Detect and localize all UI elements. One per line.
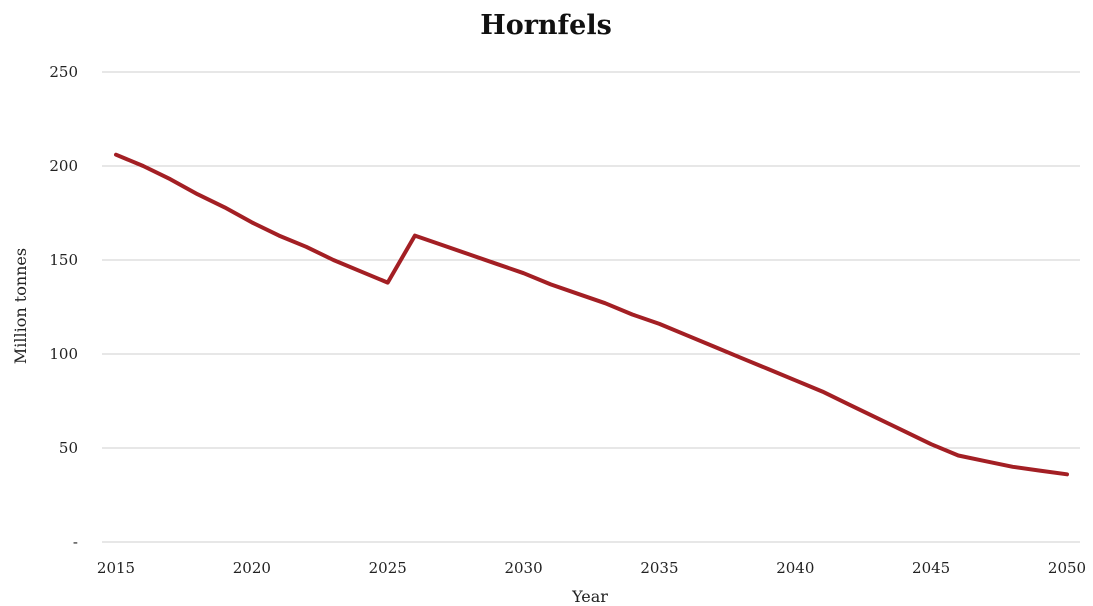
chart-title: Hornfels — [480, 10, 612, 41]
grid — [102, 71, 1080, 543]
x-tick-label: 2050 — [1048, 559, 1086, 577]
y-tick-label: 200 — [49, 157, 78, 175]
y-tick-label: 150 — [49, 251, 78, 269]
x-axis-title: Year — [571, 587, 608, 606]
x-tick-label: 2045 — [912, 559, 950, 577]
x-tick-label: 2030 — [504, 559, 542, 577]
y-axis-title: Million tonnes — [11, 248, 30, 364]
x-tick-label: 2015 — [97, 559, 135, 577]
series-line — [114, 152, 1069, 477]
x-tick-label: 2035 — [640, 559, 678, 577]
y-tick-label: 100 — [49, 345, 78, 363]
x-tick-label: 2040 — [776, 559, 814, 577]
y-tick-label: 50 — [59, 439, 78, 457]
x-tick-label: 2020 — [233, 559, 271, 577]
x-axis-ticks: 2015 2020 2025 2030 2035 2040 2045 2050 — [97, 559, 1086, 577]
x-tick-label: 2025 — [369, 559, 407, 577]
series-layer — [114, 152, 1069, 477]
y-tick-label: - — [73, 533, 78, 551]
y-tick-label: 250 — [49, 63, 78, 81]
y-axis-ticks: - 50 100 150 200 250 — [49, 63, 78, 551]
